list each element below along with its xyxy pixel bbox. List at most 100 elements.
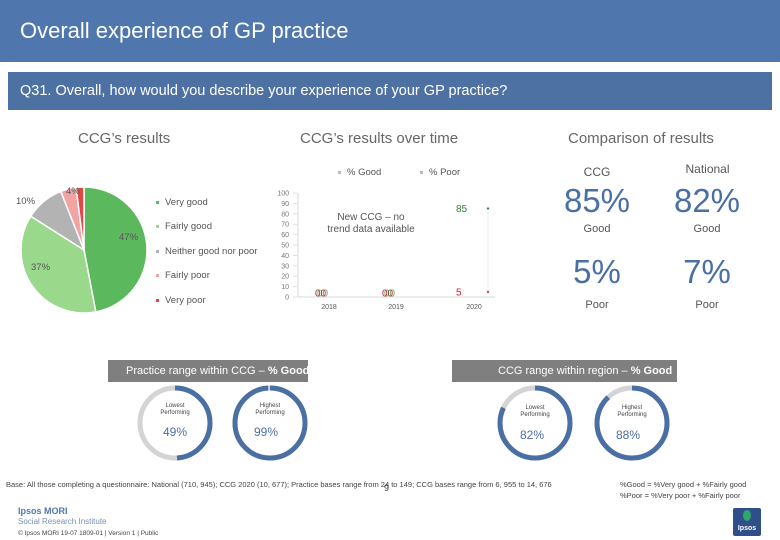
ipsos-logo: Ipsos bbox=[733, 508, 761, 536]
question-bar: Q31. Overall, how would you describe you… bbox=[8, 72, 772, 110]
pie-label-very-good: 47% bbox=[119, 232, 139, 243]
brand-name: Ipsos MORI bbox=[18, 506, 68, 516]
national-good-label: Good bbox=[693, 223, 721, 235]
pie-label-neither: 10% bbox=[16, 196, 36, 207]
pie-label-fairly-poor: 4% bbox=[66, 186, 80, 197]
y-tick-label: 90 bbox=[281, 201, 289, 208]
legend-swatch bbox=[420, 171, 423, 174]
legend-label: % Good bbox=[347, 167, 382, 178]
national-poor-value: 7% bbox=[683, 253, 731, 290]
y-tick-label: 60 bbox=[281, 232, 289, 239]
pie-slice-fairly-good bbox=[20, 215, 97, 314]
line-legend-poor: % Poor bbox=[420, 167, 460, 178]
pie-slice-very-poor bbox=[75, 186, 85, 251]
definition-poor: %Poor = %Very poor + %Fairly poor bbox=[620, 491, 741, 500]
legend-label: Neither good nor poor bbox=[165, 245, 258, 257]
legend-swatch bbox=[156, 274, 159, 278]
practice-range-title-prefix: Practice range within CCG – bbox=[126, 365, 268, 377]
data-label-good: 85 bbox=[456, 204, 468, 215]
y-tick-label: 10 bbox=[281, 284, 289, 291]
legend-item-fairly-good: Fairly good bbox=[156, 215, 257, 240]
placeholder-good: 00 bbox=[384, 289, 396, 300]
ccg-range-title-bold: % Good bbox=[630, 365, 673, 377]
placeholder-good: 00 bbox=[317, 289, 329, 300]
placeholder-poor: 00 bbox=[382, 289, 394, 300]
legend-swatch bbox=[156, 225, 159, 229]
legend-item-neither: Neither good nor poor bbox=[156, 239, 257, 264]
section-title-comparison: Comparison of results bbox=[568, 130, 714, 147]
y-tick-label: 80 bbox=[281, 211, 289, 218]
section-title-ccg-results: CCG’s results bbox=[78, 130, 171, 147]
base-footnote: Base: All those completing a questionnai… bbox=[6, 480, 552, 489]
gauge-fill bbox=[232, 385, 308, 461]
section-title-over-time: CCG’s results over time bbox=[300, 130, 459, 147]
pie-label-fairly-good: 37% bbox=[31, 262, 51, 273]
legend-swatch bbox=[156, 298, 159, 302]
point-good bbox=[486, 207, 490, 210]
ccg-highest-value: 88% bbox=[615, 428, 641, 442]
legend-item-fairly-poor: Fairly poor bbox=[156, 264, 257, 289]
gauge-fill bbox=[594, 385, 670, 461]
legend-swatch bbox=[338, 171, 341, 174]
gauge-fill bbox=[497, 385, 573, 461]
ccg-good-label: Good bbox=[583, 223, 611, 235]
definition-good: %Good = %Very good + %Fairly good bbox=[620, 480, 747, 489]
y-tick-label: 70 bbox=[281, 222, 289, 229]
practice-lowest-value: 49% bbox=[162, 425, 188, 439]
practice-range-title-bold: % Good bbox=[267, 365, 310, 377]
legend-item-very-good: Very good bbox=[156, 190, 257, 215]
y-tick-label: 20 bbox=[281, 274, 289, 281]
practice-highest-gauge bbox=[232, 385, 308, 461]
brand-subtitle: Social Research Institute bbox=[18, 517, 107, 526]
comparison-national-header: National bbox=[685, 162, 730, 176]
practice-lowest-label: Lowest Performing bbox=[160, 403, 190, 416]
ccg-highest-label: Highest Performing bbox=[617, 405, 647, 418]
ccg-poor-label: Poor bbox=[585, 299, 609, 311]
ccg-highest-gauge bbox=[594, 385, 670, 461]
y-tick-label: 100 bbox=[277, 191, 289, 198]
data-label-poor: 5 bbox=[456, 287, 462, 298]
x-tick-label: 2018 bbox=[321, 304, 337, 311]
pie-chart bbox=[20, 186, 148, 314]
legend-label: % Poor bbox=[429, 167, 461, 178]
y-tick-label: 0 bbox=[285, 295, 289, 302]
practice-range-title: Practice range within CCG – % Good bbox=[108, 360, 310, 382]
national-good-value: 82% bbox=[673, 182, 741, 219]
pie-slice-very-good bbox=[83, 186, 148, 313]
y-tick-label: 50 bbox=[281, 243, 289, 250]
x-tick-label: 2019 bbox=[388, 304, 404, 311]
comparison-ccg-header: CCG bbox=[583, 165, 611, 179]
legend-label: Fairly poor bbox=[165, 270, 210, 282]
legend-label: Very poor bbox=[165, 294, 206, 306]
legend-label: Very good bbox=[165, 196, 208, 208]
ccg-lowest-label: Lowest Performing bbox=[520, 405, 550, 418]
logo-mark bbox=[743, 510, 751, 521]
copyright: © Ipsos MORI 19-07 1809-01 | Version 1 |… bbox=[18, 530, 159, 537]
national-poor-label: Poor bbox=[695, 299, 719, 311]
legend-label: Fairly good bbox=[165, 221, 212, 233]
line-legend-good: % Good bbox=[338, 167, 381, 178]
ccg-lowest-gauge bbox=[497, 385, 573, 461]
y-tick-label: 30 bbox=[281, 263, 289, 270]
ccg-range-title: CCG range within region – % Good bbox=[452, 360, 677, 382]
ccg-good-value: 85% bbox=[563, 182, 631, 219]
page-number: 9 bbox=[384, 483, 390, 493]
trend-annotation: New CCG – no trend data available bbox=[327, 212, 415, 235]
ccg-lowest-value: 82% bbox=[519, 428, 545, 442]
practice-highest-value: 99% bbox=[253, 425, 279, 439]
legend-swatch bbox=[156, 249, 159, 253]
practice-lowest-gauge bbox=[137, 385, 213, 461]
gauge-fill bbox=[137, 385, 213, 461]
ccg-poor-value: 5% bbox=[573, 253, 621, 290]
placeholder-poor: 00 bbox=[315, 289, 327, 300]
y-tick-label: 40 bbox=[281, 253, 289, 260]
legend-swatch bbox=[156, 200, 159, 204]
x-tick-label: 2020 bbox=[466, 304, 482, 311]
legend-item-very-poor: Very poor bbox=[156, 288, 257, 313]
header-bar: Overall experience of GP practice bbox=[0, 0, 780, 62]
pie-legend: Very good Fairly good Neither good nor p… bbox=[156, 190, 257, 313]
logo-text: Ipsos bbox=[737, 525, 757, 532]
question-text: Q31. Overall, how would you describe you… bbox=[20, 83, 508, 99]
page-title: Overall experience of GP practice bbox=[20, 18, 349, 43]
